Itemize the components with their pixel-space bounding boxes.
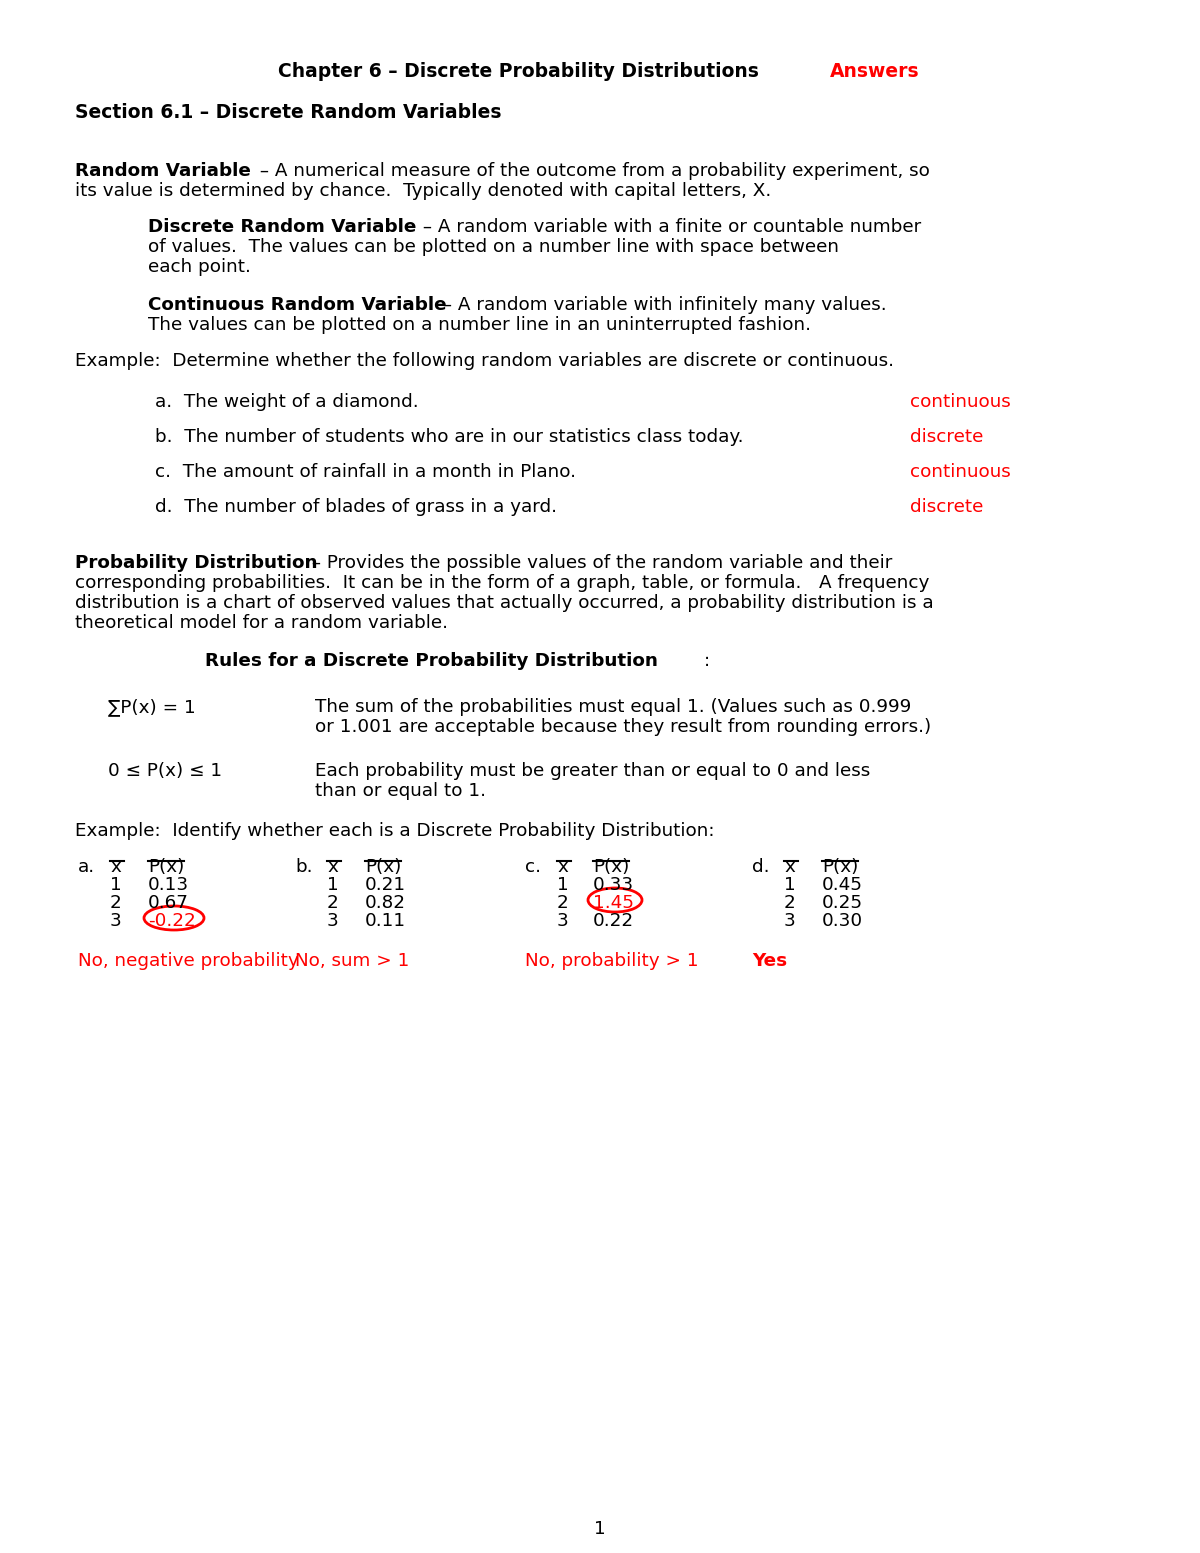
Text: of values.  The values can be plotted on a number line with space between: of values. The values can be plotted on …: [148, 238, 839, 256]
Text: 2: 2: [557, 895, 569, 912]
Text: Yes: Yes: [752, 952, 787, 971]
Text: P(x): P(x): [593, 857, 629, 876]
Text: :: :: [704, 652, 710, 669]
Text: – A numerical measure of the outcome from a probability experiment, so: – A numerical measure of the outcome fro…: [254, 162, 930, 180]
Text: – A random variable with infinitely many values.: – A random variable with infinitely many…: [437, 297, 887, 314]
Text: 0.13: 0.13: [148, 876, 190, 895]
Text: 0.21: 0.21: [365, 876, 406, 895]
Text: No, sum > 1: No, sum > 1: [295, 952, 409, 971]
Text: b.: b.: [295, 857, 312, 876]
Text: 3: 3: [784, 912, 796, 930]
Text: a.  The weight of a diamond.: a. The weight of a diamond.: [155, 393, 419, 412]
Text: discrete: discrete: [910, 429, 983, 446]
Text: P(x): P(x): [148, 857, 185, 876]
Text: 0.45: 0.45: [822, 876, 863, 895]
Text: 0.25: 0.25: [822, 895, 863, 912]
Text: x: x: [784, 857, 794, 876]
Text: 0.67: 0.67: [148, 895, 190, 912]
Text: 1: 1: [784, 876, 796, 895]
Text: 0.33: 0.33: [593, 876, 634, 895]
Text: discrete: discrete: [910, 499, 983, 516]
Text: 3: 3: [110, 912, 121, 930]
Text: 0.30: 0.30: [822, 912, 863, 930]
Text: Continuous Random Variable: Continuous Random Variable: [148, 297, 446, 314]
Text: theoretical model for a random variable.: theoretical model for a random variable.: [74, 613, 448, 632]
Text: Example:  Identify whether each is a Discrete Probability Distribution:: Example: Identify whether each is a Disc…: [74, 822, 714, 840]
Text: Each probability must be greater than or equal to 0 and less: Each probability must be greater than or…: [314, 763, 870, 780]
Text: its value is determined by chance.  Typically denoted with capital letters, X.: its value is determined by chance. Typic…: [74, 182, 772, 200]
Text: b.  The number of students who are in our statistics class today.: b. The number of students who are in our…: [155, 429, 744, 446]
Text: c.: c.: [526, 857, 541, 876]
Text: Answers: Answers: [830, 62, 919, 81]
Text: 0.82: 0.82: [365, 895, 406, 912]
Text: P(x): P(x): [365, 857, 401, 876]
Text: 1.45: 1.45: [593, 895, 634, 912]
Text: 3: 3: [326, 912, 338, 930]
Text: 0 ≤ P(x) ≤ 1: 0 ≤ P(x) ≤ 1: [108, 763, 222, 780]
Text: Discrete Random Variable: Discrete Random Variable: [148, 217, 416, 236]
Text: 1: 1: [557, 876, 569, 895]
Text: – Provides the possible values of the random variable and their: – Provides the possible values of the ra…: [306, 554, 893, 572]
Text: 1: 1: [326, 876, 338, 895]
Text: Probability Distribution: Probability Distribution: [74, 554, 318, 572]
Text: No, probability > 1: No, probability > 1: [526, 952, 698, 971]
Text: or 1.001 are acceptable because they result from rounding errors.): or 1.001 are acceptable because they res…: [314, 717, 931, 736]
Text: 2: 2: [784, 895, 796, 912]
Text: x: x: [326, 857, 338, 876]
Text: x: x: [110, 857, 121, 876]
Text: continuous: continuous: [910, 393, 1010, 412]
Text: 0.22: 0.22: [593, 912, 634, 930]
Text: corresponding probabilities.  It can be in the form of a graph, table, or formul: corresponding probabilities. It can be i…: [74, 575, 929, 592]
Text: 3: 3: [557, 912, 569, 930]
Text: Chapter 6 – Discrete Probability Distributions: Chapter 6 – Discrete Probability Distrib…: [278, 62, 758, 81]
Text: 0.11: 0.11: [365, 912, 406, 930]
Text: The sum of the probabilities must equal 1. (Values such as 0.999: The sum of the probabilities must equal …: [314, 697, 911, 716]
Text: Rules for a Discrete Probability Distribution: Rules for a Discrete Probability Distrib…: [205, 652, 658, 669]
Text: Section 6.1 – Discrete Random Variables: Section 6.1 – Discrete Random Variables: [74, 102, 502, 123]
Text: No, negative probability: No, negative probability: [78, 952, 299, 971]
Text: Example:  Determine whether the following random variables are discrete or conti: Example: Determine whether the following…: [74, 353, 894, 370]
Text: c.  The amount of rainfall in a month in Plano.: c. The amount of rainfall in a month in …: [155, 463, 576, 481]
Text: distribution is a chart of observed values that actually occurred, a probability: distribution is a chart of observed valu…: [74, 593, 934, 612]
Text: 1: 1: [594, 1520, 606, 1537]
Text: 1: 1: [110, 876, 121, 895]
Text: continuous: continuous: [910, 463, 1010, 481]
Text: d.: d.: [752, 857, 769, 876]
Text: a.: a.: [78, 857, 95, 876]
Text: The values can be plotted on a number line in an uninterrupted fashion.: The values can be plotted on a number li…: [148, 315, 811, 334]
Text: d.  The number of blades of grass in a yard.: d. The number of blades of grass in a ya…: [155, 499, 557, 516]
Text: ∑P(x) = 1: ∑P(x) = 1: [108, 697, 196, 716]
Text: 2: 2: [110, 895, 121, 912]
Text: each point.: each point.: [148, 258, 251, 276]
Text: x: x: [557, 857, 568, 876]
Text: 2: 2: [326, 895, 338, 912]
Text: -0.22: -0.22: [148, 912, 196, 930]
Text: P(x): P(x): [822, 857, 858, 876]
Text: Random Variable: Random Variable: [74, 162, 251, 180]
Text: than or equal to 1.: than or equal to 1.: [314, 783, 486, 800]
Text: – A random variable with a finite or countable number: – A random variable with a finite or cou…: [418, 217, 922, 236]
